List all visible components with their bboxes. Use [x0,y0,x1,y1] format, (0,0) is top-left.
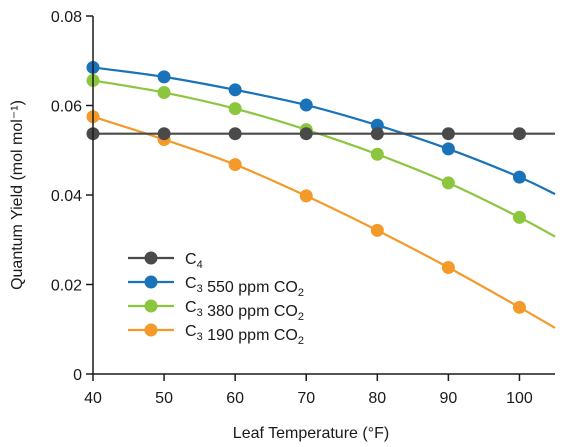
x-tick-label: 50 [155,390,173,407]
data-point [512,210,526,224]
data-point [441,260,455,274]
data-point [441,142,455,156]
legend-label-subscript: 2 [298,335,304,347]
legend-label-subscript: 3 [197,283,203,295]
y-tick-label: 0.06 [51,99,82,116]
legend-swatch-marker [144,275,158,289]
x-tick-label: 90 [439,390,457,407]
data-point [512,170,526,184]
legend-label: C3 380 ppm CO2 [185,299,304,323]
data-point [299,189,313,203]
series-layer [86,60,556,329]
axes-layer: 0 0.02 0.04 0.06 0.08 40 50 60 70 80 90 100 [51,9,555,407]
data-point [228,158,242,172]
data-point [299,98,313,112]
data-point [441,176,455,190]
y-tick-label: 0 [73,367,82,384]
legend-label: C3 190 ppm CO2 [185,323,304,347]
legend-label-subscript: 3 [197,307,203,319]
y-tick-label: 0.02 [51,278,82,295]
series-2 [86,73,556,238]
series-3 [86,110,556,329]
legend-label-part: 380 ppm CO [203,303,298,320]
data-point [157,127,171,141]
series-0 [86,127,555,141]
legend-swatch-marker [144,299,158,313]
data-point [512,300,526,314]
data-point [157,70,171,84]
x-tick-label: 40 [84,390,102,407]
y-tick-label: 0.08 [51,9,82,26]
legend-label-part: C [185,251,197,268]
data-point [299,127,313,141]
legend-item: C3 380 ppm CO2 [128,299,304,323]
series-line [92,115,556,329]
data-point [441,127,455,141]
legend-label-subscript: 2 [298,287,304,299]
series-1 [86,60,556,196]
x-tick-label: 80 [368,390,386,407]
legend-label-part: C [185,275,197,292]
legend-swatch-marker [144,323,158,337]
legend-item: C4 [128,251,203,271]
legend-label-subscript: 4 [197,259,203,271]
x-tick-label: 60 [226,390,244,407]
y-axis-title: Quantum Yield (mol mol⁻¹) [9,100,26,290]
legend-item: C3 550 ppm CO2 [128,275,304,299]
legend-label-part: C [185,299,197,316]
data-point [228,127,242,141]
data-point [157,86,171,100]
y-tick-label: 0.04 [51,188,82,205]
legend-label-part: 190 ppm CO [203,327,298,344]
series-line [92,79,556,238]
legend-swatch-marker [144,251,158,265]
legend-label: C4 [185,251,203,271]
legend-label-subscript: 3 [197,331,203,343]
data-point [370,127,384,141]
data-point [512,127,526,141]
legend-item: C3 190 ppm CO2 [128,323,304,347]
legend-label-part: C [185,323,197,340]
data-point [228,102,242,116]
legend-label-subscript: 2 [298,311,304,323]
data-point [228,83,242,97]
x-axis-title: Leaf Temperature (°F) [233,425,389,442]
x-tick-label: 100 [506,390,533,407]
data-point [370,223,384,237]
data-point [370,147,384,161]
x-tick-label: 70 [297,390,315,407]
legend-label-part: 550 ppm CO [203,279,298,296]
legend-label: C3 550 ppm CO2 [185,275,304,299]
